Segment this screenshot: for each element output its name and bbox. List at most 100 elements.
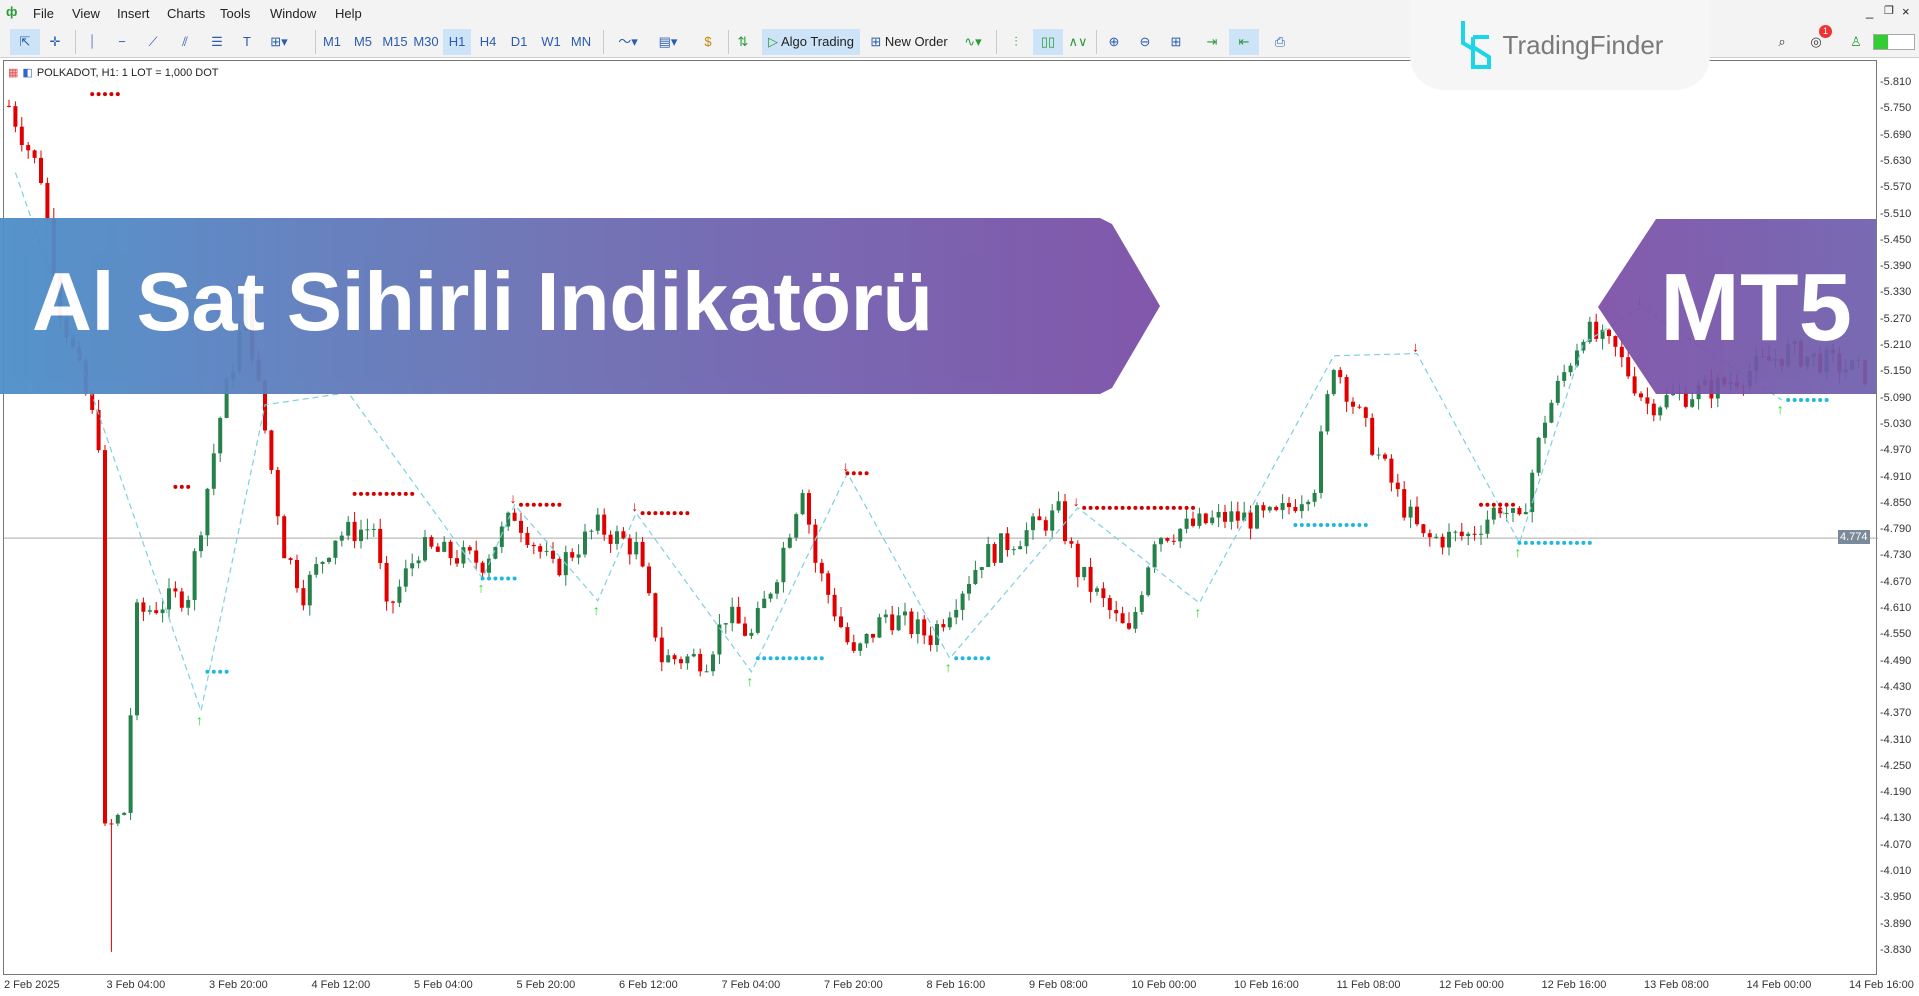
connection-toggle[interactable]: [1873, 34, 1915, 50]
sell-stop-dot: [666, 511, 671, 516]
candle-body: [1293, 507, 1298, 512]
zoom-in-icon[interactable]: ⊕: [1108, 34, 1120, 49]
menu-window[interactable]: Window: [270, 6, 317, 21]
chart-type-icon[interactable]: 〜▾: [618, 34, 638, 49]
grid-icon[interactable]: ⊞: [1170, 34, 1182, 49]
chart-area[interactable]: ↑↑↑↑↑↑↑↑↓↓↓↓↓↓: [3, 60, 1878, 976]
timeframe-m15[interactable]: M15: [382, 34, 408, 49]
line-chart-icon[interactable]: ∧∨: [1068, 34, 1088, 49]
menu-tools[interactable]: Tools: [220, 6, 251, 21]
select-cursor-icon[interactable]: ⇱: [10, 29, 40, 55]
candle-body: [352, 521, 357, 542]
candle-body: [1005, 533, 1010, 550]
price-label: -4.070: [1880, 838, 1912, 851]
vertical-line-icon[interactable]: ⏐: [88, 34, 96, 49]
new-order-button[interactable]: ⊞ New Order: [866, 29, 952, 55]
text-icon[interactable]: T: [243, 34, 251, 49]
candlestick-icon[interactable]: ▯▯: [1033, 29, 1063, 55]
minimize-button[interactable]: _: [1866, 4, 1874, 19]
candle-body: [391, 601, 395, 603]
price-chart[interactable]: ↑↑↑↑↑↑↑↑↓↓↓↓↓↓: [4, 61, 1878, 976]
buy-stop-dot: [1805, 398, 1810, 403]
shapes-icon[interactable]: ⊞▾: [270, 34, 288, 49]
restore-button[interactable]: ❐: [1884, 5, 1894, 17]
menu-insert[interactable]: Insert: [117, 6, 150, 21]
indicators-icon[interactable]: ▤▾: [658, 34, 678, 49]
timeframe-m1[interactable]: M1: [322, 34, 342, 49]
bar-chart-icon[interactable]: ⫶: [1014, 34, 1018, 49]
timeframe-w1[interactable]: W1: [541, 34, 561, 49]
candle-body: [429, 537, 434, 547]
autoscroll-icon[interactable]: ⇥: [1206, 34, 1218, 49]
tradingfinder-logo: TradingFinder: [1410, 0, 1710, 90]
sell-stop-dot: [1184, 505, 1189, 510]
menu-charts[interactable]: Charts: [167, 6, 206, 21]
price-label: -5.390: [1880, 260, 1912, 273]
horizontal-line-icon[interactable]: −: [118, 34, 126, 49]
buy-arrow-icon: ↑: [196, 712, 203, 728]
price-label: -4.310: [1880, 733, 1912, 746]
buy-stop-dot: [755, 656, 760, 661]
candle-body: [173, 588, 178, 592]
candle-body: [704, 671, 709, 673]
candle-body: [1351, 401, 1355, 407]
search-icon[interactable]: ⌕: [1778, 34, 1786, 49]
timeframe-h1[interactable]: H1: [443, 29, 471, 55]
channel-icon[interactable]: ⫽: [182, 34, 188, 49]
candle-body: [1043, 520, 1048, 531]
buy-arrow-icon: ↑: [478, 579, 485, 595]
timeframe-m30[interactable]: M30: [413, 34, 439, 49]
algo-trading-button[interactable]: ▷ Algo Trading: [762, 29, 860, 55]
zoom-out-icon[interactable]: ⊖: [1139, 34, 1151, 49]
notifications-icon[interactable]: ◎ 1: [1801, 25, 1832, 55]
candle-body: [1338, 370, 1343, 378]
buy-stop-dot: [973, 656, 978, 661]
trendline-icon[interactable]: ⟋: [148, 34, 158, 49]
candle-body: [1018, 546, 1023, 550]
candle-body: [1363, 407, 1368, 418]
candle-body: [608, 534, 613, 544]
close-window-button[interactable]: ×: [1902, 4, 1910, 19]
menu-view[interactable]: View: [72, 6, 100, 21]
buy-stop-dot: [1530, 540, 1535, 545]
timeframe-mn[interactable]: MN: [570, 34, 592, 49]
candle-body: [1331, 370, 1336, 395]
account-icon[interactable]: ♙: [1850, 34, 1862, 49]
price-axis[interactable]: -5.810 -5.750 -5.690 -5.630 -5.570 -5.510 -5.4…: [1878, 60, 1919, 975]
screenshot-icon[interactable]: ⎙: [1274, 34, 1286, 49]
dollar-icon[interactable]: $: [704, 34, 712, 49]
candle-body: [211, 453, 216, 489]
buy-stop-dot: [1299, 522, 1304, 527]
sell-stop-dot: [1504, 502, 1509, 507]
sell-stop-dot: [685, 511, 690, 516]
timeframe-h4[interactable]: H4: [479, 34, 497, 49]
buy-stop-dot: [1357, 522, 1362, 527]
fibonacci-icon[interactable]: ☰: [211, 34, 223, 49]
sell-stop-dot: [173, 484, 178, 489]
signal-icon[interactable]: ∿▾: [964, 34, 982, 49]
candle-body: [1031, 516, 1035, 531]
candle-body: [397, 586, 402, 603]
symbol-info: POLKADOT, H1: 1 LOT = 1,000 DOT: [36, 66, 219, 79]
time-label: 5 Feb 20:00: [516, 979, 576, 991]
candle-body: [448, 541, 453, 559]
candle-body: [167, 588, 171, 610]
sell-stop-dot: [858, 471, 863, 476]
menu-file[interactable]: File: [33, 6, 54, 21]
price-label: -4.730: [1880, 549, 1912, 562]
price-label: -5.270: [1880, 312, 1912, 325]
menu-help[interactable]: Help: [335, 6, 362, 21]
sell-arrow-icon: ↓: [1412, 339, 1419, 355]
buy-stop-dot: [1523, 540, 1528, 545]
buy-stop-dot: [1555, 540, 1560, 545]
time-label: 10 Feb 00:00: [1131, 979, 1197, 991]
time-axis[interactable]: 2 Feb 2025 3 Feb 04:00 3 Feb 20:00 4 Feb 12…: [0, 976, 1919, 996]
crosshair-icon[interactable]: ✛: [49, 34, 61, 49]
chart-shift-icon[interactable]: ⇤: [1229, 29, 1259, 55]
candle-body: [365, 529, 370, 531]
buy-stop-dot: [1319, 522, 1323, 527]
candle-body: [384, 562, 389, 602]
trade-arrows-icon[interactable]: ⇅: [737, 34, 749, 49]
timeframe-m5[interactable]: M5: [353, 34, 373, 49]
timeframe-d1[interactable]: D1: [510, 34, 528, 49]
